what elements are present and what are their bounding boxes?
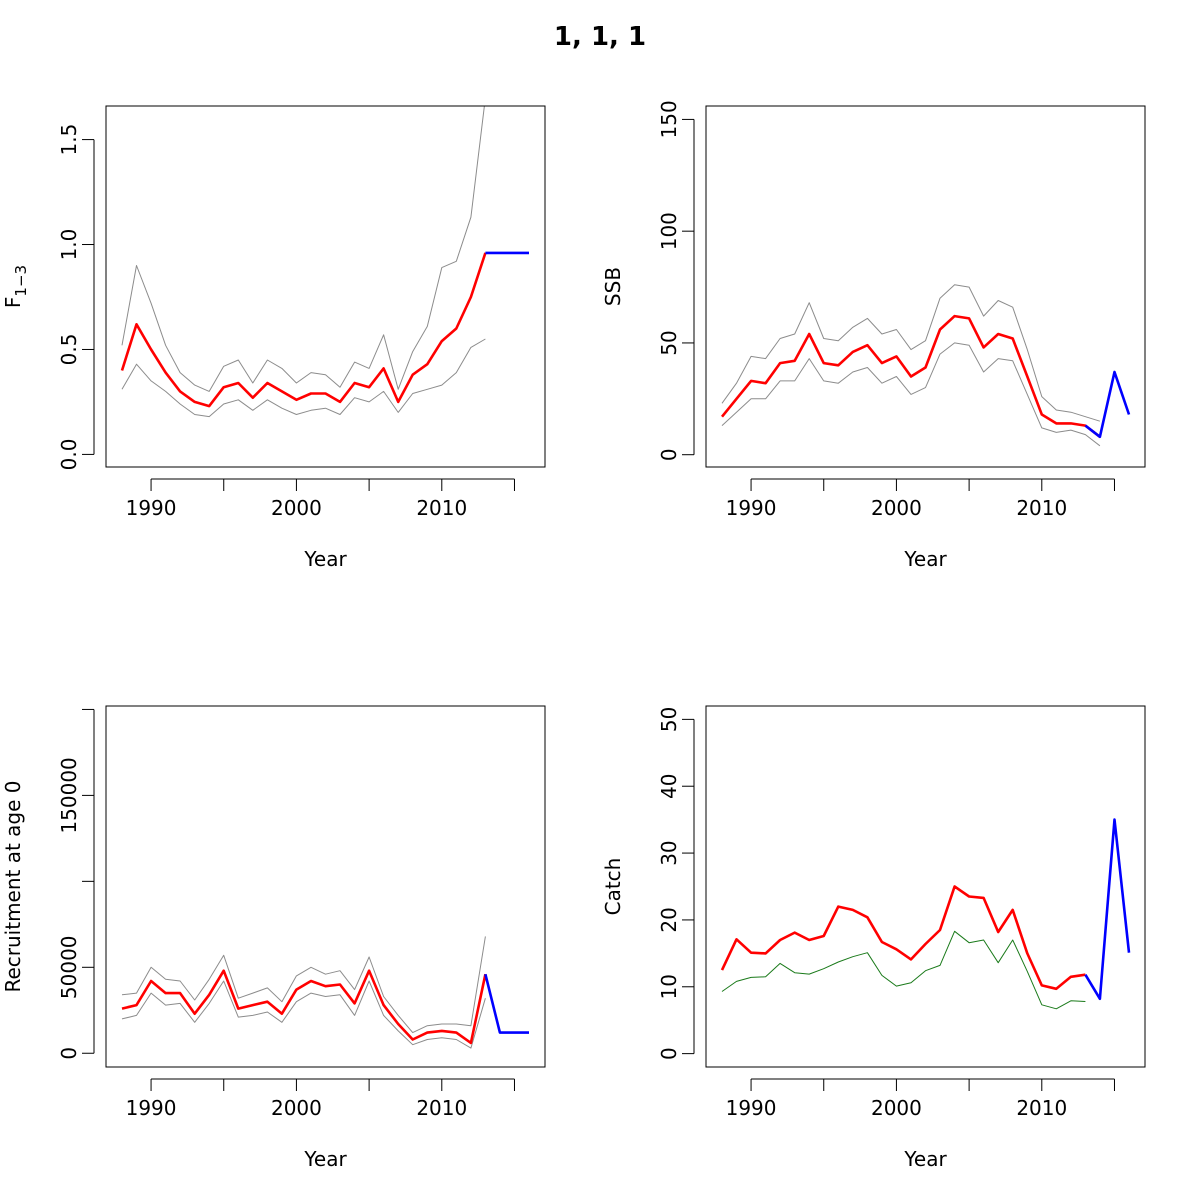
- y-axis-label: Catch: [601, 858, 625, 916]
- x-axis-label: Year: [303, 1147, 347, 1171]
- y-tick-label: 30: [657, 840, 681, 865]
- y-tick-label: 10: [657, 974, 681, 999]
- series-line-upper: [121, 106, 485, 392]
- y-tick-label: 1.5: [57, 124, 81, 156]
- figure-title: 1, 1, 1: [553, 22, 647, 52]
- x-axis-label: Year: [903, 547, 947, 571]
- y-tick-label: 0.0: [57, 439, 81, 471]
- chart-panel-bottom-left: 1990 2000 2010 Year 0 50000 150000 Recruitment …: [1, 705, 546, 1171]
- x-tick-label: 1990: [126, 496, 177, 520]
- series-line-lower: [721, 342, 1101, 447]
- x-tick-label: 2000: [271, 1096, 322, 1120]
- series-group: [720, 818, 1131, 1010]
- series-line-observed_catch: [721, 930, 1086, 1010]
- series-line-projection: [1084, 818, 1131, 1001]
- x-tick-label: 1990: [126, 1096, 177, 1120]
- x-tick-label: 2000: [871, 1096, 922, 1120]
- plot-frame: [705, 705, 1146, 1068]
- series-line-upper: [121, 936, 486, 1034]
- y-axis-label: Recruitment at age 0: [1, 780, 25, 992]
- plot-frame: [705, 105, 1146, 468]
- series-group: [121, 936, 529, 1049]
- series-group: [120, 106, 529, 418]
- y-tick-label: 40: [657, 773, 681, 798]
- y-tick-label: 0: [657, 448, 681, 461]
- y-tick-label: 0.5: [57, 334, 81, 366]
- series-line-estimate: [120, 252, 487, 408]
- plot-frame: [105, 705, 546, 1068]
- plot-frame: [105, 105, 546, 468]
- y-axis-label: F1−3: [1, 265, 30, 308]
- series-group: [720, 284, 1131, 447]
- chart-panel-top-left: 1990 2000 2010 Year 0.0 0.5 1.0 1.5 F1−3: [1, 105, 546, 571]
- y-tick-label: 0: [57, 1047, 81, 1060]
- series-line-estimate: [720, 314, 1101, 438]
- y-tick-label: 20: [657, 907, 681, 932]
- chart-panel-top-right: 1990 2000 2010 Year 0 50 100 150 SSB: [601, 100, 1146, 571]
- x-tick-label: 2010: [416, 496, 467, 520]
- y-axis-label-main: Catch: [601, 858, 625, 916]
- y-tick-label: 50: [657, 330, 681, 355]
- series-line-upper: [721, 284, 1101, 422]
- y-axis-label-subscript: 1−3: [12, 265, 30, 297]
- y-axis-label-main: Recruitment at age 0: [1, 780, 25, 992]
- series-line-projection: [484, 973, 529, 1034]
- x-tick-label: 2010: [1016, 496, 1067, 520]
- x-tick-label: 1990: [726, 1096, 777, 1120]
- x-tick-label: 2010: [416, 1096, 467, 1120]
- y-axis-label-main: F: [1, 297, 25, 309]
- series-line-estimate: [720, 885, 1086, 991]
- x-tick-label: 2000: [871, 496, 922, 520]
- y-tick-label: 150: [657, 100, 681, 138]
- y-tick-label: 50: [657, 707, 681, 732]
- y-tick-label: 150000: [57, 757, 81, 833]
- y-tick-label: 1.0: [57, 229, 81, 261]
- x-axis-label: Year: [903, 1147, 947, 1171]
- y-axis-label-main: SSB: [601, 267, 625, 306]
- series-line-lower: [121, 980, 486, 1049]
- y-axis-label: SSB: [601, 267, 625, 306]
- chart-panel-bottom-right: 1990 2000 2010 Year 0 10 20 30 40 50 Catch: [601, 705, 1146, 1171]
- y-tick-label: 0: [657, 1047, 681, 1060]
- series-line-lower: [121, 338, 486, 418]
- x-axis-label: Year: [303, 547, 347, 571]
- y-tick-label: 100: [657, 212, 681, 250]
- x-tick-label: 1990: [726, 496, 777, 520]
- y-tick-label: 50000: [57, 935, 81, 999]
- series-line-projection: [1084, 370, 1131, 439]
- series-line-estimate: [121, 969, 487, 1045]
- x-tick-label: 2000: [271, 496, 322, 520]
- x-tick-label: 2010: [1016, 1096, 1067, 1120]
